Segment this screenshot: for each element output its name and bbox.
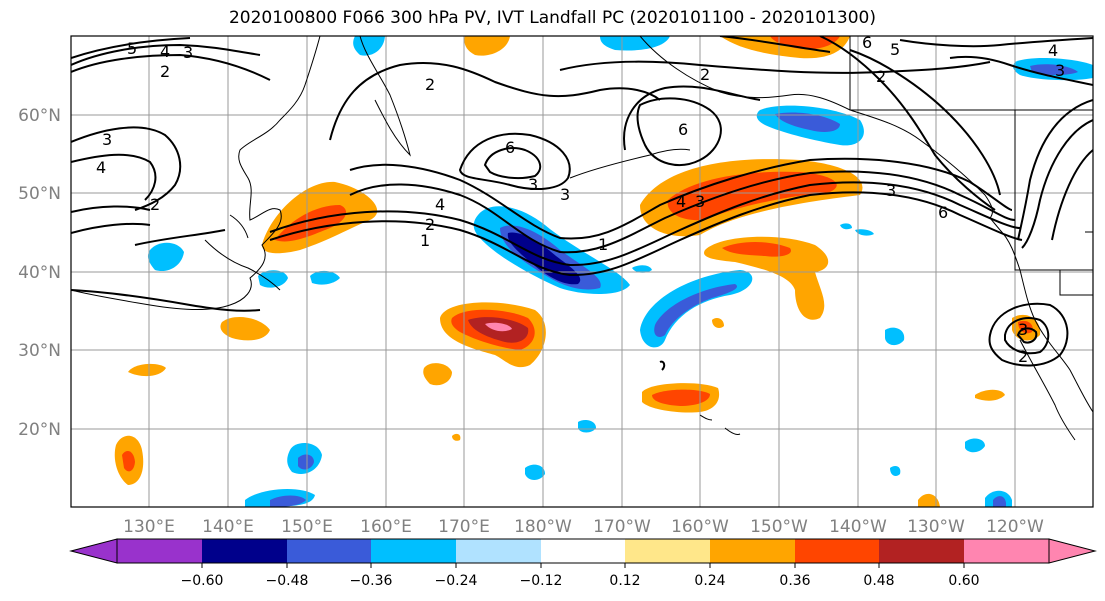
colorbar: −0.60 −0.48 −0.36 −0.24 −0.12 0.12 0.24 … — [69, 538, 1097, 589]
colorbar-tick-label: −0.60 — [181, 573, 224, 589]
asia-coast — [71, 36, 321, 310]
lon-label: 130°W — [907, 517, 965, 537]
contour-label: 2 — [876, 67, 886, 86]
hawaii-islands — [699, 414, 741, 435]
contour-label: 3 — [1018, 320, 1028, 339]
contour-label: 2 — [425, 215, 435, 234]
colorbar-tick-label: −0.48 — [266, 573, 309, 589]
colorbar-tick-label: −0.24 — [435, 573, 478, 589]
lon-label: 120°W — [986, 517, 1044, 537]
pv-contour-labels: 5 4 3 2 2 6 3 3 4 2 1 6 4 3 5 6 2 3 4 6 … — [96, 33, 1065, 366]
contour-label: 6 — [678, 120, 688, 139]
lon-label: 140°E — [202, 517, 254, 537]
lon-label: 150°W — [750, 517, 808, 537]
contour-label: 3 — [528, 175, 538, 194]
baja-coast — [1019, 339, 1076, 441]
contour-label: 2 — [700, 65, 710, 84]
contour-label: 2 — [1018, 347, 1028, 366]
colorbar-tick-label: −0.12 — [520, 573, 563, 589]
contour-label: 3 — [102, 130, 112, 149]
map-title: 2020100800 F066 300 hPa PV, IVT Landfall… — [228, 8, 876, 28]
contour-label: 3 — [183, 43, 193, 62]
lat-label: 40°N — [18, 263, 61, 283]
colorbar-bin — [625, 539, 710, 563]
contour-label: 5 — [127, 39, 137, 58]
colorbar-tick-label: 0.24 — [694, 573, 725, 589]
colorbar-extend-max — [1048, 538, 1097, 564]
colorbar-bin — [371, 539, 456, 563]
lon-label: 150°E — [281, 517, 333, 537]
colorbar-tick-label: 0.60 — [948, 573, 979, 589]
lon-label: 170°E — [438, 517, 490, 537]
contour-label: 2 — [160, 62, 170, 81]
colorbar-extend-min — [69, 538, 118, 564]
contour-label: 3 — [886, 181, 896, 200]
aleutian-chain — [569, 148, 691, 179]
contour-label: 4 — [96, 158, 106, 177]
colorbar-tick-label: 0.36 — [779, 573, 810, 589]
contour-label: 4 — [1048, 41, 1058, 60]
colorbar-bin — [541, 539, 625, 563]
contour-label: 3 — [695, 192, 705, 211]
graticule — [71, 36, 1093, 507]
latitude-labels: 60°N 50°N 40°N 30°N 20°N — [18, 106, 61, 440]
longitude-labels: 130°E 140°E 150°E 160°E 170°E 180°W 170°… — [123, 517, 1044, 537]
map-frame — [70, 35, 1094, 508]
contour-label: 3 — [1055, 61, 1065, 80]
colorbar-tick-label: 0.12 — [609, 573, 640, 589]
pv-contour-2-west — [71, 53, 271, 81]
colorbar-bin — [287, 539, 371, 563]
lat-label: 60°N — [18, 106, 61, 126]
lon-label: 160°W — [671, 517, 729, 537]
lon-label: 130°E — [123, 517, 175, 537]
lat-label: 20°N — [18, 420, 61, 440]
lon-label: 180°W — [514, 517, 572, 537]
lon-label: 140°W — [829, 517, 887, 537]
contour-label: 4 — [160, 42, 170, 61]
contour-label: 6 — [938, 203, 948, 222]
colorbar-bin — [964, 539, 1049, 563]
colorbar-bin — [710, 539, 795, 563]
lon-label: 160°E — [360, 517, 412, 537]
pv-contour-1-jet — [269, 191, 1023, 277]
contour-label: 6 — [862, 33, 872, 52]
contour-label: 2 — [425, 75, 435, 94]
lon-label: 170°W — [593, 517, 651, 537]
lat-label: 50°N — [18, 184, 61, 204]
pv-contours — [71, 36, 1093, 371]
contour-label: 6 — [505, 138, 515, 157]
contour-label: 4 — [435, 195, 445, 214]
contour-label: 1 — [420, 231, 430, 250]
colorbar-bin — [117, 539, 202, 563]
coastlines — [71, 36, 1093, 441]
contour-label: 4 — [676, 192, 686, 211]
colorbar-tick-label: −0.36 — [350, 573, 393, 589]
colorbar-bin — [456, 539, 541, 563]
colorbar-bin — [879, 539, 964, 563]
contour-label: 2 — [150, 195, 160, 214]
japan-coast — [204, 214, 281, 291]
lat-label: 30°N — [18, 341, 61, 361]
contour-label: 1 — [598, 235, 608, 254]
contour-label: 3 — [560, 185, 570, 204]
colorbar-bin — [795, 539, 879, 563]
contour-label: 5 — [890, 40, 900, 59]
colorbar-bin — [202, 539, 287, 563]
colorbar-tick-label: 0.48 — [863, 573, 894, 589]
kamchatka-coast — [359, 36, 411, 157]
